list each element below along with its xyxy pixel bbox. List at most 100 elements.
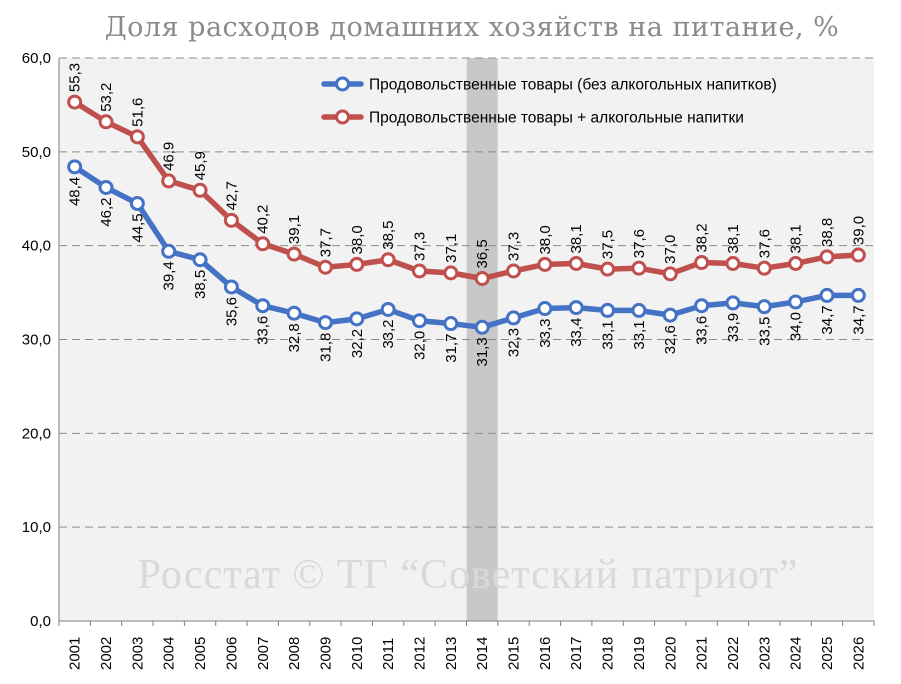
series-2-data-label: 55,3 — [67, 63, 84, 92]
y-tick-label: 10,0 — [22, 519, 51, 536]
series-2-data-label: 36,5 — [474, 239, 491, 268]
x-tick-label: 2003 — [129, 637, 146, 670]
series-1-data-label: 31,7 — [443, 334, 460, 363]
series-2-data-label: 37,1 — [443, 234, 460, 263]
y-tick-label: 30,0 — [22, 332, 51, 349]
series-1-point — [349, 311, 365, 327]
series-2-data-label: 38,1 — [568, 224, 585, 253]
series-2-point — [380, 252, 396, 268]
series-1-point — [286, 305, 302, 321]
y-tick-label: 50,0 — [22, 144, 51, 161]
series-1-point — [662, 307, 678, 323]
legend-marker-2 — [335, 109, 350, 125]
series-2-point — [411, 263, 427, 279]
series-1-point — [129, 195, 145, 211]
series-1-point — [317, 315, 333, 331]
series-1-data-label: 31,3 — [474, 337, 491, 366]
series-1-point — [411, 313, 427, 329]
series-1-point — [568, 300, 584, 316]
series-1-point — [631, 302, 647, 318]
series-1-data-label: 33,6 — [255, 316, 272, 345]
series-1-data-label: 32,8 — [286, 323, 303, 352]
series-2-data-label: 46,9 — [161, 142, 178, 171]
x-tick-label: 2014 — [474, 637, 491, 670]
series-1-point — [443, 316, 459, 332]
x-tick-label: 2020 — [662, 637, 679, 670]
series-1-point — [850, 287, 866, 303]
x-tick-label: 2018 — [600, 637, 617, 670]
series-1-point — [255, 298, 271, 314]
series-1-point — [694, 298, 710, 314]
series-2-point — [850, 247, 866, 263]
series-2-data-label: 37,7 — [317, 228, 334, 257]
series-2-data-label: 39,1 — [286, 215, 303, 244]
series-1-data-label: 46,2 — [98, 197, 115, 226]
watermark-text: Росстат © ТГ “Советский патриот” — [138, 552, 799, 598]
series-2-data-label: 38,0 — [349, 225, 366, 254]
y-tick-label: 20,0 — [22, 425, 51, 442]
series-2-data-label: 38,1 — [725, 224, 742, 253]
series-1-point — [380, 301, 396, 317]
series-1-data-label: 33,5 — [756, 317, 773, 346]
x-tick-label: 2008 — [286, 637, 303, 670]
series-2-point — [67, 94, 83, 110]
series-1-point — [537, 301, 553, 317]
y-tick-label: 0,0 — [30, 613, 51, 630]
series-2-point — [286, 246, 302, 262]
x-tick-label: 2023 — [756, 637, 773, 670]
series-2-data-label: 37,0 — [662, 235, 679, 264]
x-tick-label: 2025 — [819, 637, 836, 670]
series-2-point — [192, 182, 208, 198]
series-1-data-label: 34,7 — [819, 305, 836, 334]
series-2-data-label: 39,0 — [850, 216, 867, 245]
series-2-data-label: 42,7 — [223, 181, 240, 210]
x-tick-label: 2005 — [192, 637, 209, 670]
series-2-data-label: 38,2 — [694, 223, 711, 252]
x-tick-label: 2006 — [223, 637, 240, 670]
series-1-data-label: 33,2 — [380, 319, 397, 348]
series-2-point — [317, 259, 333, 275]
x-tick-label: 2024 — [788, 637, 805, 670]
series-2-point — [255, 236, 271, 252]
x-tick-label: 2016 — [537, 637, 554, 670]
series-1-data-label: 33,1 — [631, 320, 648, 349]
series-2-point — [662, 266, 678, 282]
series-2-data-label: 51,6 — [129, 98, 146, 127]
series-2-point — [568, 255, 584, 271]
series-2-data-label: 53,2 — [98, 83, 115, 112]
series-2-point — [443, 265, 459, 281]
x-tick-label: 2002 — [98, 637, 115, 670]
x-tick-label: 2015 — [506, 637, 523, 670]
series-1-data-label: 32,6 — [662, 325, 679, 354]
x-tick-label: 2011 — [380, 638, 397, 670]
series-2-point — [98, 114, 114, 130]
x-tick-label: 2001 — [67, 637, 84, 670]
series-1-point — [98, 179, 114, 195]
series-2-point — [725, 255, 741, 271]
x-tick-label: 2017 — [568, 637, 585, 670]
series-1-point — [600, 302, 616, 318]
series-2-point — [474, 271, 490, 287]
series-2-data-label: 45,9 — [192, 151, 209, 180]
x-tick-label: 2022 — [725, 637, 742, 670]
series-1-point — [725, 295, 741, 311]
series-2-data-label: 38,8 — [819, 218, 836, 247]
series-1-data-label: 48,4 — [67, 177, 84, 206]
legend-label-1: Продовольственные товары (без алкогольны… — [369, 77, 777, 94]
series-1-data-label: 32,0 — [411, 331, 428, 360]
series-2-point — [631, 260, 647, 276]
series-2-point — [819, 249, 835, 265]
series-1-data-label: 38,5 — [192, 270, 209, 299]
series-1-point — [506, 310, 522, 326]
series-1-data-label: 32,2 — [349, 329, 366, 358]
series-2-data-label: 38,5 — [380, 221, 397, 250]
series-1-point — [192, 252, 208, 268]
series-1-point — [756, 299, 772, 315]
x-tick-label: 2009 — [317, 637, 334, 670]
x-tick-label: 2021 — [694, 637, 711, 670]
series-1-point — [474, 319, 490, 335]
series-2-data-label: 40,2 — [255, 205, 272, 234]
series-1-data-label: 33,9 — [725, 313, 742, 342]
chart-title: Доля расходов домашних хозяйств на питан… — [105, 12, 840, 43]
x-tick-label: 2004 — [161, 637, 178, 670]
